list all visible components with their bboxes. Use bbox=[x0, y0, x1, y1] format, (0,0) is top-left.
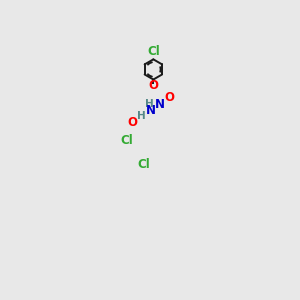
Text: O: O bbox=[127, 116, 137, 130]
Text: N: N bbox=[155, 98, 165, 111]
Text: N: N bbox=[146, 104, 156, 117]
Text: H: H bbox=[137, 111, 146, 121]
Text: Cl: Cl bbox=[137, 158, 150, 171]
Text: O: O bbox=[148, 79, 159, 92]
Text: Cl: Cl bbox=[147, 45, 160, 58]
Text: H: H bbox=[145, 99, 153, 110]
Text: Cl: Cl bbox=[121, 134, 133, 147]
Text: O: O bbox=[164, 91, 174, 104]
